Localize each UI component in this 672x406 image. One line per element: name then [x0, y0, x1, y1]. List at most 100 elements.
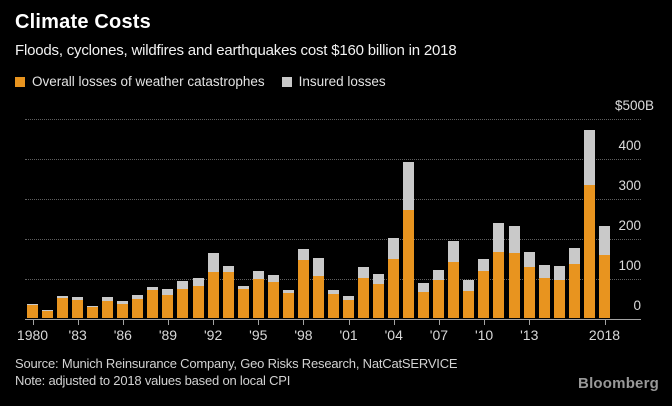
- legend-overall-label: Overall losses of weather catastrophes: [32, 74, 265, 89]
- overall-segment-2003: [373, 283, 385, 318]
- overall-segment-2014: [538, 278, 550, 318]
- insured-segment-1991: [192, 277, 204, 287]
- gridline-100: [25, 278, 641, 280]
- x-axis-label-13: '13: [520, 327, 539, 343]
- overall-segment-1998: [297, 260, 309, 318]
- bar-1998: [297, 249, 309, 318]
- bar-1999: [312, 258, 324, 318]
- x-tick-07: [438, 319, 440, 325]
- chart-subtitle: Floods, cyclones, wildfires and earthqua…: [15, 42, 457, 59]
- insured-segment-1994: [237, 285, 249, 289]
- overall-segment-1995: [252, 278, 264, 318]
- overall-segment-1993: [222, 272, 234, 318]
- x-axis-label-86: '86: [113, 327, 132, 343]
- insured-segment-1999: [312, 258, 324, 276]
- bar-1988: [147, 287, 159, 318]
- insured-segment-2006: [418, 282, 430, 292]
- gridline-0: [25, 318, 641, 320]
- x-tick-98: [303, 319, 305, 325]
- insured-segment-1983: [72, 297, 84, 301]
- insured-segment-1990: [177, 281, 189, 289]
- overall-segment-2012: [508, 252, 520, 318]
- insured-segment-2014: [538, 265, 550, 278]
- x-tick-04: [393, 319, 395, 325]
- legend: Overall losses of weather catastrophes I…: [15, 74, 386, 89]
- insured-segment-1985: [102, 297, 114, 302]
- overall-segment-1985: [102, 301, 114, 318]
- overall-segment-1981: [42, 311, 54, 318]
- overall-segment-1982: [57, 298, 69, 318]
- insured-segment-1995: [252, 271, 264, 279]
- bar-2010: [478, 258, 490, 318]
- x-axis-label-01: '01: [339, 327, 358, 343]
- x-tick-89: [167, 319, 169, 325]
- x-axis-label-10: '10: [474, 327, 494, 343]
- bar-1996: [267, 275, 279, 318]
- insured-segment-1996: [267, 275, 279, 282]
- insured-segment-2002: [358, 267, 370, 278]
- bar-2017: [583, 129, 595, 318]
- bar-1990: [177, 281, 189, 318]
- x-axis-label-07: '07: [429, 327, 449, 343]
- y-axis-label-500: $500B: [614, 98, 654, 113]
- bar-2008: [448, 240, 460, 318]
- overall-segment-2004: [388, 258, 400, 318]
- overall-segment-1986: [117, 303, 129, 318]
- bar-1991: [192, 277, 204, 318]
- overall-segment-2010: [478, 270, 490, 318]
- legend-item-insured: Insured losses: [281, 74, 386, 89]
- insured-losses-swatch-icon: [281, 76, 292, 87]
- insured-segment-2005: [403, 162, 415, 210]
- bar-1987: [132, 294, 144, 318]
- x-tick-10: [484, 319, 486, 325]
- x-tick-95: [258, 319, 260, 325]
- insured-segment-2004: [388, 238, 400, 259]
- insured-segment-2007: [433, 270, 445, 281]
- overall-losses-swatch-icon: [15, 76, 25, 87]
- overall-segment-2011: [493, 251, 505, 318]
- x-tick-2018: [604, 319, 606, 325]
- overall-segment-1987: [132, 298, 144, 318]
- bar-2015: [553, 265, 565, 318]
- x-axis-label-04: '04: [384, 327, 403, 343]
- insured-segment-2012: [508, 225, 520, 253]
- overall-segment-1994: [237, 288, 249, 318]
- x-axis-label-98: '98: [294, 327, 313, 343]
- overall-segment-1997: [282, 293, 294, 318]
- bar-1995: [252, 271, 264, 318]
- insured-segment-1982: [57, 295, 69, 298]
- overall-segment-1990: [177, 288, 189, 318]
- overall-segment-2017: [583, 184, 595, 318]
- insured-segment-2000: [327, 290, 339, 295]
- insured-segment-2003: [373, 274, 385, 284]
- x-tick-01: [348, 319, 350, 325]
- bar-1982: [57, 295, 69, 318]
- y-axis-label-100: 100: [618, 258, 641, 273]
- y-axis-label-300: 300: [618, 178, 641, 193]
- insured-segment-2013: [523, 251, 535, 267]
- bar-1993: [222, 265, 234, 318]
- bar-2007: [433, 270, 445, 318]
- overall-segment-2006: [418, 291, 430, 318]
- x-axis-label-95: '95: [249, 327, 268, 343]
- insured-segment-2015: [553, 265, 565, 281]
- insured-segment-1998: [297, 249, 309, 260]
- insured-segment-1986: [117, 301, 129, 304]
- bar-2018: [598, 226, 610, 318]
- gridline-500: [25, 118, 641, 120]
- bar-2006: [418, 282, 430, 318]
- overall-segment-1983: [72, 300, 84, 318]
- insured-segment-2001: [342, 296, 354, 301]
- x-tick-1980: [32, 319, 34, 325]
- overall-segment-2008: [448, 262, 460, 318]
- y-axis-label-0: 0: [633, 298, 641, 313]
- bloomberg-logo: Bloomberg: [578, 375, 659, 392]
- overall-segment-1992: [207, 271, 219, 318]
- overall-segment-1989: [162, 294, 174, 318]
- bars-container: [27, 0, 610, 318]
- x-tick-86: [122, 319, 124, 325]
- bar-2014: [538, 265, 550, 318]
- bar-2012: [508, 225, 520, 318]
- x-axis-label-83: '83: [68, 327, 87, 343]
